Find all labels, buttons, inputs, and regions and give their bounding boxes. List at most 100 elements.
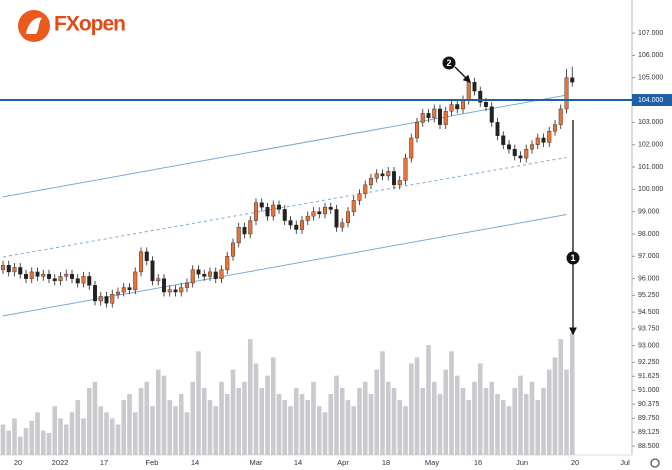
candle-body: [351, 200, 356, 212]
volume-bar: [380, 351, 385, 455]
candle-body: [104, 296, 109, 304]
candle-body: [530, 144, 535, 150]
candle-body: [443, 110, 448, 125]
y-tick-label: 93.000: [638, 342, 660, 349]
volume-bar: [477, 363, 483, 455]
y-tick-label: 99.000: [638, 208, 660, 215]
y-tick-label: 91.000: [638, 387, 660, 394]
volume-bar: [460, 387, 466, 455]
volume-bar: [408, 363, 414, 455]
logo: FXopen: [18, 10, 126, 42]
candle-body: [87, 276, 92, 286]
volume-bar: [518, 375, 523, 455]
candle-body: [190, 269, 195, 284]
level-label-box: [632, 94, 672, 107]
candle-body: [12, 267, 17, 273]
volume-bar: [224, 394, 230, 455]
settings-icon[interactable]: [650, 458, 660, 468]
volume-bar: [121, 400, 127, 455]
candle-body: [346, 211, 351, 224]
y-tick-label: 100.000: [638, 186, 663, 193]
candle-body: [69, 273, 74, 279]
volume-bar: [150, 406, 155, 455]
candle-body: [115, 291, 120, 295]
volume-bar: [207, 400, 213, 455]
volume-bar: [403, 406, 408, 455]
volume-bar: [282, 400, 288, 455]
y-tick-label: 107.000: [638, 30, 663, 37]
volume-bar: [345, 400, 351, 455]
candle-body: [202, 273, 207, 277]
volume-bar: [230, 369, 236, 455]
candle-body: [207, 271, 212, 277]
volume-bar: [558, 339, 564, 455]
candle-body: [541, 137, 546, 143]
volume-bar: [535, 400, 541, 455]
gear[interactable]: [650, 458, 660, 468]
volume-bar: [6, 430, 12, 455]
volume-bar: [523, 394, 529, 455]
volume-bar: [431, 381, 437, 455]
volume-bar: [449, 351, 454, 455]
volume-bar: [86, 387, 92, 455]
x-tick-label: Jun: [516, 458, 528, 467]
candle-body: [81, 276, 86, 284]
candle-body: [138, 251, 143, 273]
candle-body: [363, 184, 368, 194]
candle-body: [173, 289, 178, 293]
y-tick-label: 103.000: [638, 119, 663, 126]
volume-bar: [466, 400, 472, 455]
volume-bar: [63, 424, 69, 455]
candle-body: [156, 278, 161, 282]
level-label: 104.000: [638, 97, 663, 104]
candle-body: [35, 271, 40, 277]
volume-bar: [259, 387, 265, 455]
candle-body: [512, 148, 517, 157]
candle-body: [415, 122, 420, 139]
candle-body: [144, 251, 149, 261]
candle-body: [357, 193, 362, 201]
candle-body: [47, 273, 52, 279]
volume-bar: [472, 381, 477, 455]
y-tick-label: 97.000: [638, 253, 660, 260]
y-tick-label: 96.000: [638, 275, 660, 282]
volume-bar: [334, 375, 339, 455]
x-tick-label: May: [425, 458, 439, 467]
volume-bar: [564, 369, 569, 455]
candle-body: [438, 108, 443, 125]
candle-body: [432, 108, 437, 119]
x-tick-label: 20: [571, 458, 579, 467]
volume-bar: [35, 412, 40, 455]
candle-body: [29, 271, 34, 279]
x-tick-label: 16: [474, 458, 482, 467]
y-tick-label: 95.250: [638, 292, 660, 299]
volume-bar: [29, 420, 35, 455]
volume-bar: [173, 406, 178, 455]
candle-body: [133, 271, 138, 290]
volume-bar: [236, 387, 242, 455]
volume-bar: [339, 387, 345, 455]
candle-body: [495, 122, 500, 136]
candle-body: [98, 296, 103, 302]
candle-body: [409, 137, 414, 159]
volume-bar: [75, 400, 81, 455]
candle-body: [248, 220, 253, 235]
volume-bar: [506, 406, 512, 455]
candle-body: [167, 289, 172, 293]
candle-body: [179, 287, 184, 293]
logo-dragon: [26, 17, 42, 34]
y-tick-label: 101.000: [638, 164, 663, 171]
volume-bar: [311, 381, 316, 455]
volume-bar: [12, 418, 17, 455]
candle-body: [518, 155, 523, 159]
candle-body: [52, 278, 57, 282]
candle-body: [282, 209, 287, 221]
candle-body: [478, 90, 483, 103]
candle-body: [397, 180, 402, 186]
volume-bar: [397, 400, 403, 455]
volume-bar: [201, 387, 207, 455]
candle-body: [484, 102, 489, 107]
candle-body: [374, 173, 379, 179]
volume-bar: [420, 387, 426, 455]
